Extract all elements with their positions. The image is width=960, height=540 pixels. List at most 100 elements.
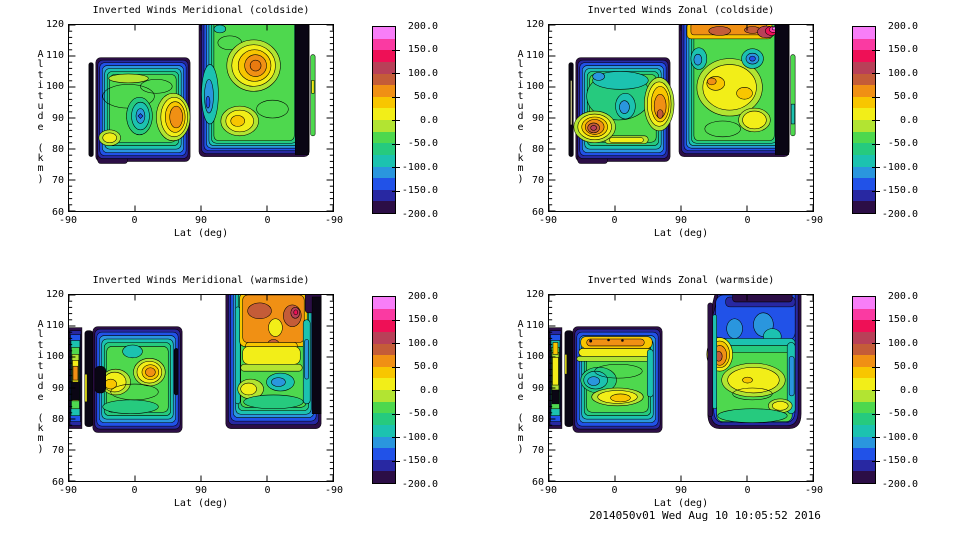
colorbar-band bbox=[373, 178, 395, 190]
y-tick-label: 80 bbox=[51, 143, 64, 155]
colorbar-band bbox=[373, 413, 395, 425]
x-tick-label: 90 bbox=[194, 485, 208, 496]
colorbar-band bbox=[373, 27, 395, 39]
y-tick-label: 90 bbox=[531, 112, 544, 124]
contour-art bbox=[549, 295, 802, 433]
colorbar-tick bbox=[392, 390, 400, 391]
x-axis-label: Lat (deg) bbox=[653, 228, 709, 239]
colorbar-label: 150.0 bbox=[887, 314, 918, 325]
colorbar-tick bbox=[392, 319, 400, 321]
colorbar-label: 200.0 bbox=[407, 290, 438, 302]
colorbar-band bbox=[373, 331, 395, 344]
colorbar-label: 150.0 bbox=[887, 44, 918, 55]
colorbar-band bbox=[373, 436, 395, 449]
contour-art bbox=[568, 25, 796, 164]
colorbar-tick bbox=[392, 73, 400, 74]
x-tick-label: 0 bbox=[131, 215, 138, 226]
panel-zonal-warmside: Inverted Winds Zonal (warmside) A l t i … bbox=[480, 270, 960, 540]
colorbar-label: 50.0 bbox=[413, 91, 438, 102]
colorbar-band bbox=[853, 178, 875, 190]
colorbar-band bbox=[373, 120, 395, 132]
colorbar-band bbox=[853, 85, 875, 97]
colorbar-tick bbox=[872, 437, 880, 438]
y-axis-label: A l t i t u d e ( k m ) bbox=[517, 319, 524, 455]
panel-title: Inverted Winds Meridional (coldside) bbox=[92, 5, 310, 16]
x-tick-label: 0 bbox=[611, 485, 618, 496]
colorbar-label: -150.0 bbox=[401, 185, 438, 196]
y-tick-label: 80 bbox=[531, 413, 544, 425]
x-tick-label: -90 bbox=[804, 485, 824, 496]
x-tick-label: 0 bbox=[744, 215, 751, 226]
colorbar-band bbox=[853, 424, 875, 437]
y-tick-label: 120 bbox=[45, 18, 64, 30]
colorbar-band bbox=[373, 308, 395, 321]
contour-art bbox=[69, 295, 322, 433]
colorbar-label: 100.0 bbox=[887, 67, 918, 79]
colorbar-band bbox=[853, 436, 875, 449]
x-tick-label: 90 bbox=[674, 485, 688, 496]
colorbar-band bbox=[373, 448, 395, 460]
colorbar-label: -100.0 bbox=[881, 431, 918, 443]
x-tick-label: -90 bbox=[58, 215, 78, 226]
colorbar-tick bbox=[872, 96, 880, 98]
colorbar-label: -150.0 bbox=[881, 455, 918, 466]
colorbar bbox=[852, 26, 876, 214]
y-tick-label: 120 bbox=[45, 288, 64, 300]
colorbar-tick bbox=[872, 120, 880, 121]
panel-title: Inverted Winds Zonal (warmside) bbox=[587, 275, 775, 286]
panel-zonal-coldside: Inverted Winds Zonal (coldside) A l t i … bbox=[480, 0, 960, 270]
y-tick-label: 80 bbox=[531, 143, 544, 155]
contour-plot bbox=[69, 295, 333, 481]
colorbar-label: -50.0 bbox=[407, 138, 438, 149]
colorbar-label: 0.0 bbox=[419, 114, 438, 126]
x-tick-label: -90 bbox=[538, 485, 558, 496]
colorbar-tick bbox=[872, 319, 880, 321]
colorbar-band bbox=[853, 413, 875, 425]
y-tick-label: 70 bbox=[531, 175, 544, 187]
colorbar-label: -200.0 bbox=[401, 208, 438, 220]
colorbar-band bbox=[373, 320, 395, 332]
colorbar-band bbox=[373, 201, 395, 213]
colorbar-label: -50.0 bbox=[407, 408, 438, 419]
x-tick-label: 0 bbox=[264, 215, 271, 226]
colorbar-band bbox=[373, 50, 395, 62]
colorbar-tick bbox=[872, 190, 880, 192]
colorbar-band bbox=[853, 154, 875, 167]
colorbar-band bbox=[853, 355, 875, 367]
colorbar-band bbox=[853, 343, 875, 356]
colorbar-tick bbox=[392, 49, 400, 51]
colorbar-band bbox=[373, 154, 395, 167]
colorbar bbox=[372, 296, 396, 484]
colorbar-tick bbox=[872, 366, 880, 368]
y-tick-label: 110 bbox=[525, 319, 544, 331]
colorbar-tick bbox=[872, 49, 880, 51]
colorbar-label: -200.0 bbox=[881, 478, 918, 490]
colorbar-tick bbox=[872, 413, 880, 415]
colorbar-band bbox=[853, 297, 875, 309]
colorbar-tick bbox=[392, 343, 400, 344]
colorbar-band bbox=[373, 366, 395, 379]
x-tick-label: 90 bbox=[674, 215, 688, 226]
y-tick-label: 70 bbox=[51, 175, 64, 187]
colorbar-band bbox=[373, 189, 395, 202]
colorbar-band bbox=[373, 471, 395, 483]
colorbar-label: -150.0 bbox=[401, 455, 438, 466]
colorbar-band bbox=[373, 378, 395, 390]
colorbar-band bbox=[373, 61, 395, 74]
x-axis-label: Lat (deg) bbox=[653, 498, 709, 509]
colorbar-band bbox=[853, 27, 875, 39]
colorbar-label: 0.0 bbox=[899, 384, 918, 396]
colorbar-tick bbox=[392, 190, 400, 192]
colorbar-label: 200.0 bbox=[407, 20, 438, 32]
y-tick-label: 60 bbox=[531, 476, 544, 488]
colorbar-label: -100.0 bbox=[401, 431, 438, 443]
y-tick-label: 110 bbox=[45, 319, 64, 331]
colorbar-tick bbox=[392, 96, 400, 98]
colorbar-tick bbox=[392, 460, 400, 462]
axis-ticks bbox=[69, 25, 333, 211]
plot-frame bbox=[68, 24, 334, 212]
contour-plot bbox=[69, 25, 333, 211]
colorbar-band bbox=[853, 366, 875, 379]
panel-title: Inverted Winds Meridional (warmside) bbox=[92, 275, 310, 286]
